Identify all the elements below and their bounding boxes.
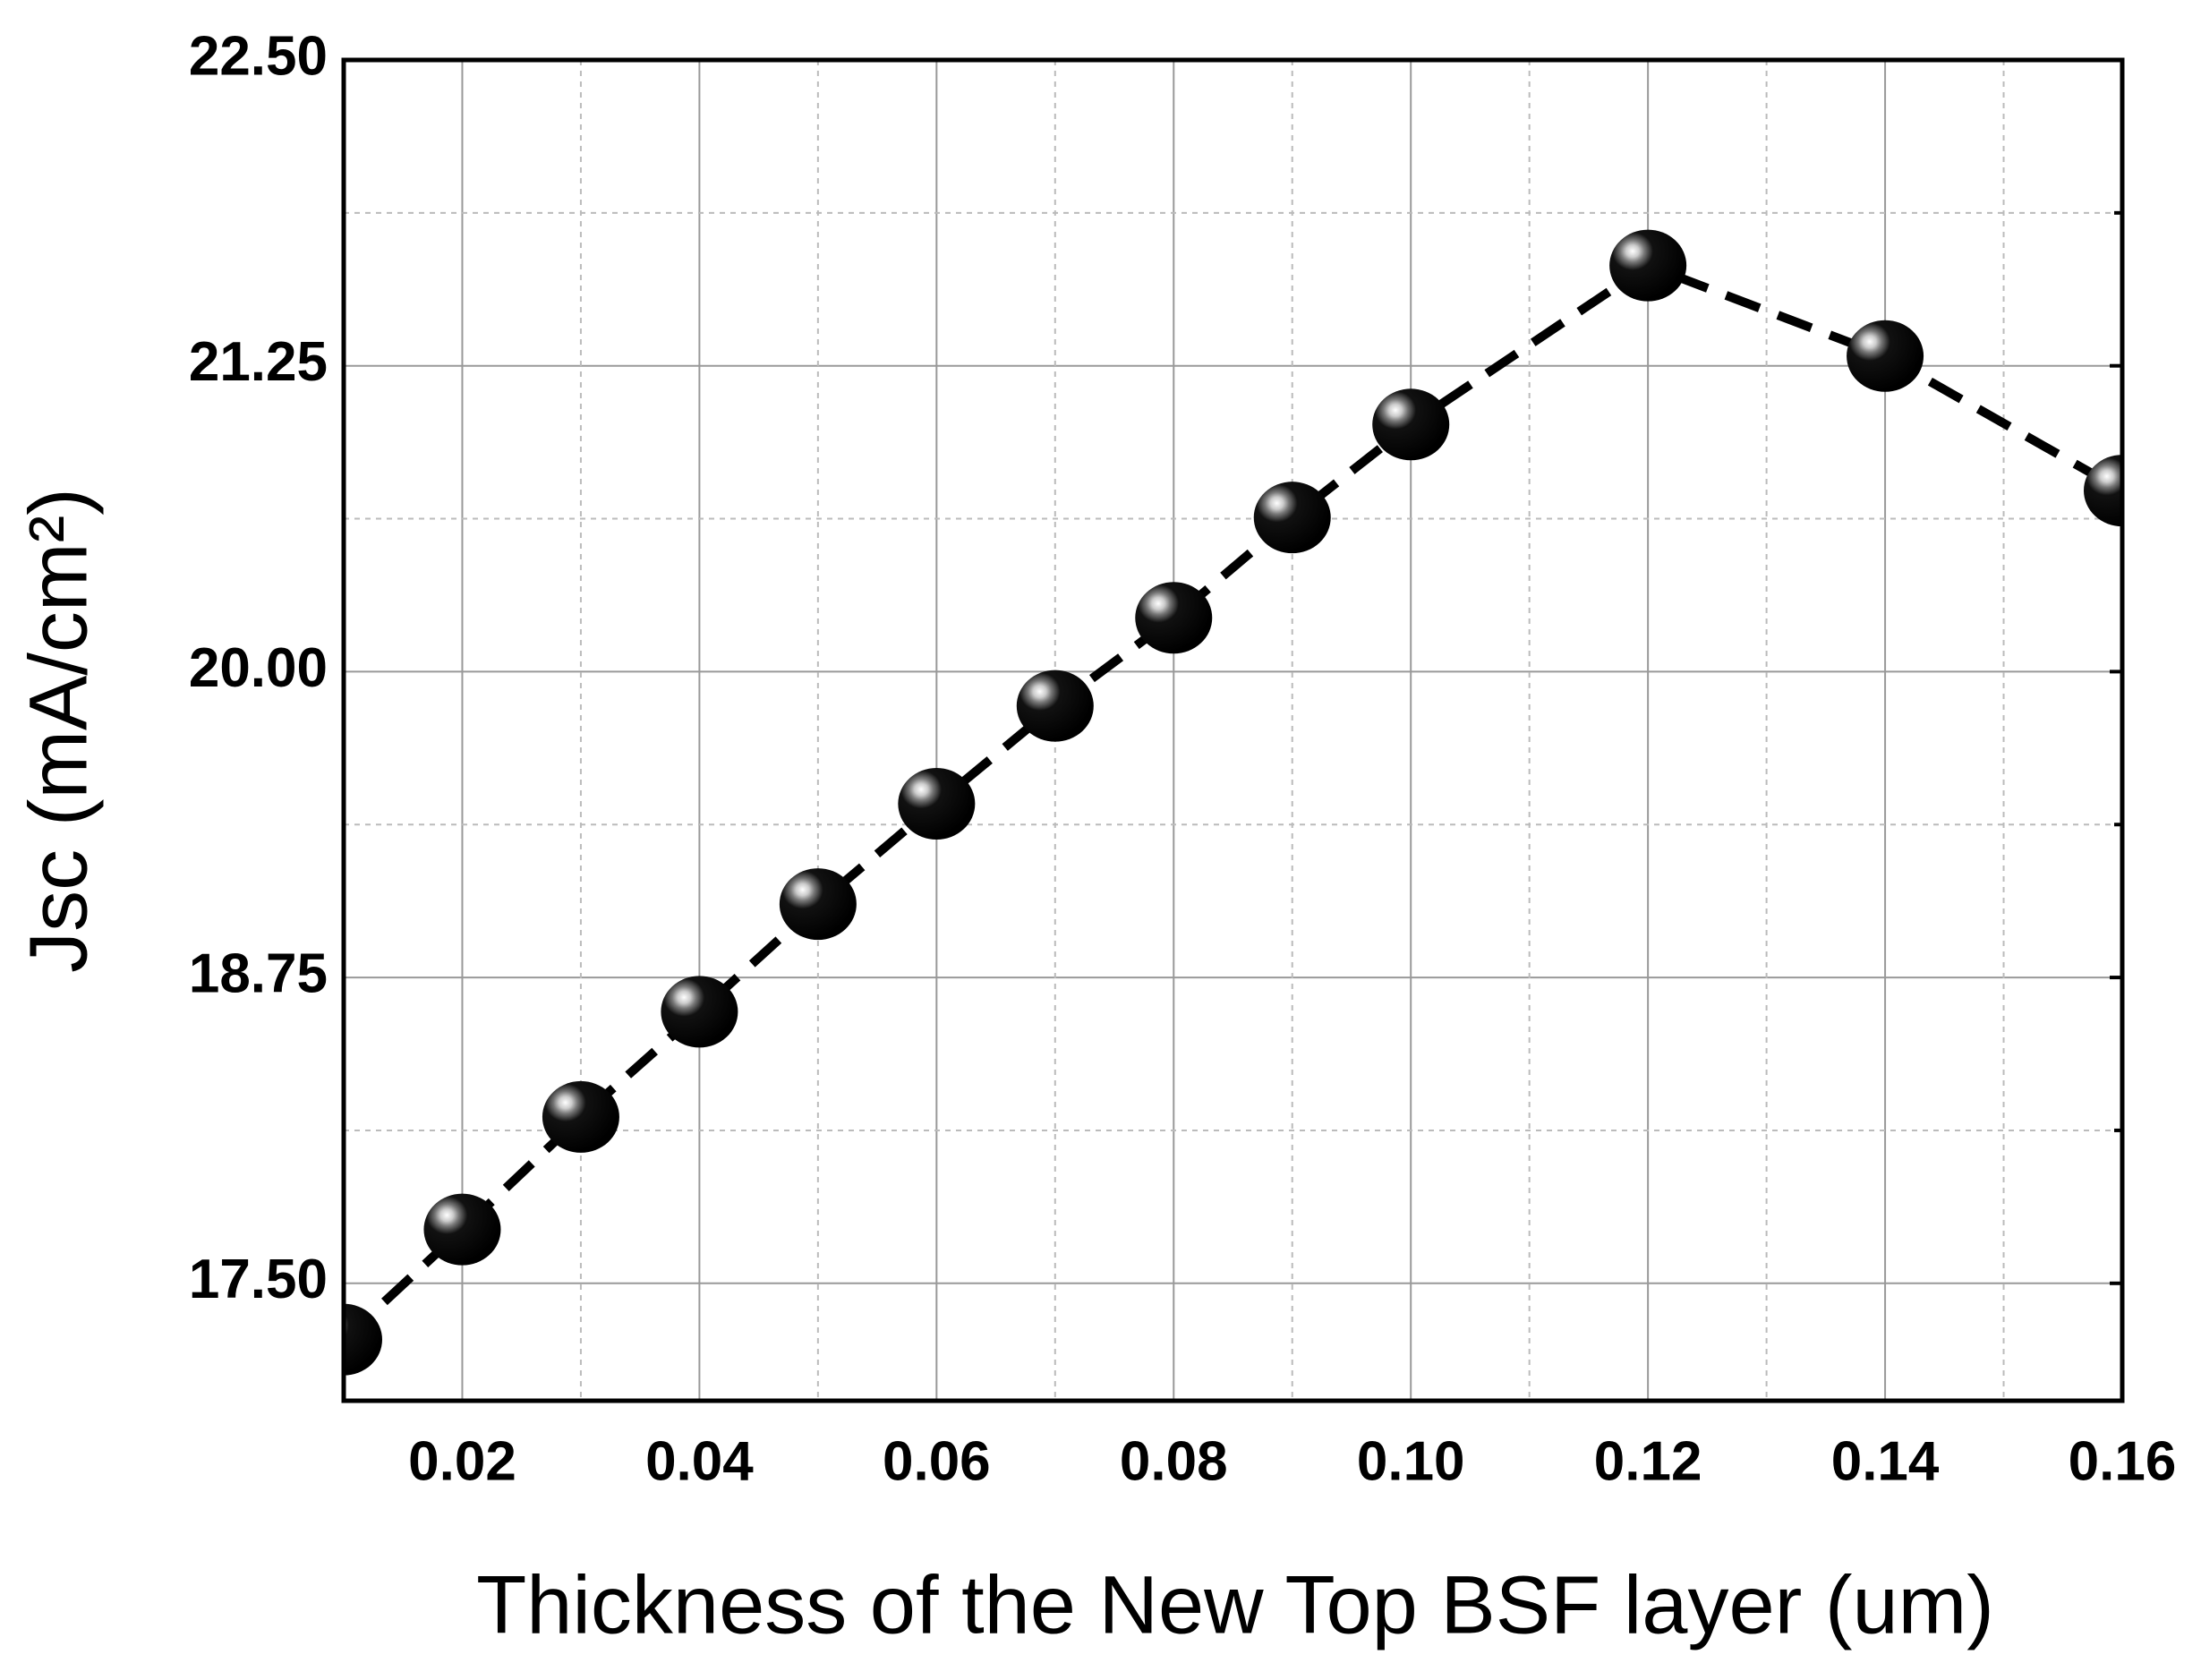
labels: 17.50 18.75 20.00 21.25 22.50 0.02 0.04 0.06 0.0… xyxy=(189,25,2176,1492)
data-line xyxy=(344,260,2122,1343)
plot-area xyxy=(344,229,2122,1376)
x-tick-label: 0.16 xyxy=(2069,1430,2177,1492)
data-point xyxy=(1372,388,1450,461)
x-tick-label: 0.04 xyxy=(645,1430,754,1492)
grid xyxy=(344,58,2123,1401)
data-point xyxy=(1016,669,1094,742)
y-tick-label: 21.25 xyxy=(189,331,328,393)
data-point xyxy=(542,1080,619,1153)
y-tick-label: 20.00 xyxy=(189,637,328,699)
x-tick-label: 0.12 xyxy=(1594,1430,1702,1492)
data-point xyxy=(898,768,976,840)
x-tick-label: 0.14 xyxy=(1831,1430,1940,1492)
x-axis-label: Thickness of the New Top BSF layer (um) xyxy=(476,1559,1994,1650)
plot-frame xyxy=(341,57,2125,1403)
data-point xyxy=(423,1193,501,1266)
data-point xyxy=(779,868,857,941)
y-tick-label: 22.50 xyxy=(189,25,328,87)
y-axis-label: Jsc (mA/cm²) xyxy=(13,488,104,973)
y-tick-label: 17.50 xyxy=(189,1249,328,1310)
data-point xyxy=(661,976,738,1048)
y-tick-label: 18.75 xyxy=(189,942,328,1004)
data-point xyxy=(1253,482,1331,554)
data-point xyxy=(1135,582,1213,654)
x-tick-label: 0.06 xyxy=(883,1430,991,1492)
data-point xyxy=(1609,229,1687,302)
x-tick-label: 0.10 xyxy=(1357,1430,1465,1492)
x-tick-label: 0.08 xyxy=(1120,1430,1228,1492)
data-point xyxy=(344,1303,382,1376)
data-point xyxy=(2084,455,2122,527)
data-point xyxy=(1847,320,1924,392)
x-tick-label: 0.02 xyxy=(408,1430,516,1492)
